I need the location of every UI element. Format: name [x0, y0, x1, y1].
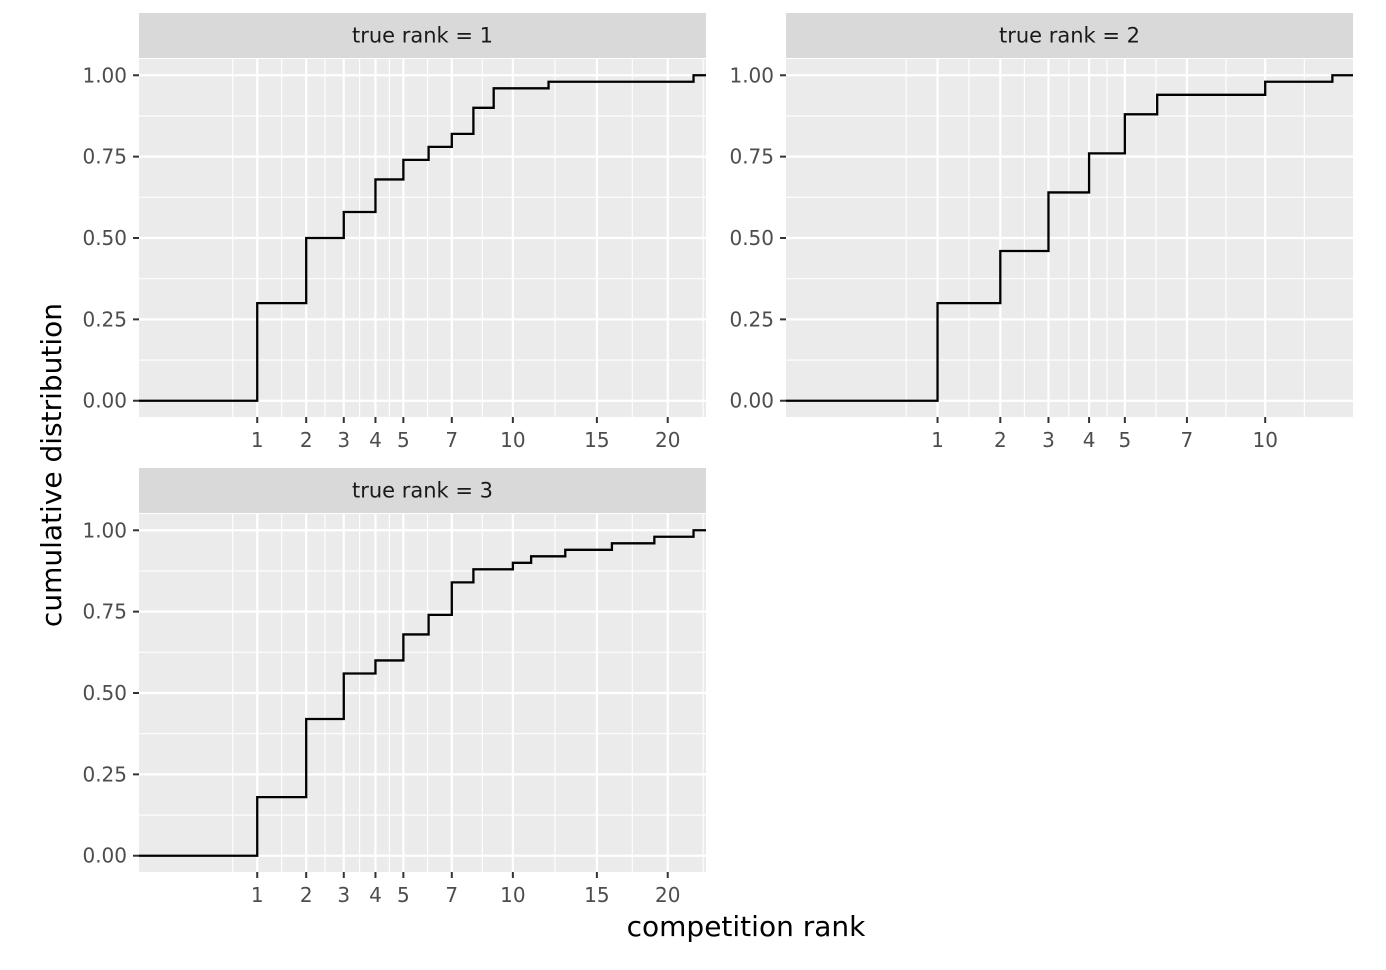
x-tick-label: 4	[369, 428, 382, 452]
facet-strip	[786, 13, 1353, 58]
y-tick-label: 0.50	[82, 226, 127, 250]
y-tick-label: 0.75	[82, 145, 127, 169]
y-tick-label: 1.00	[82, 63, 127, 87]
x-tick-label: 2	[300, 883, 313, 907]
x-tick-label: 7	[445, 428, 458, 452]
facet-strip-label: true rank = 1	[352, 24, 493, 48]
x-tick-label: 10	[500, 428, 525, 452]
y-tick-label: 1.00	[82, 518, 127, 542]
y-axis-title: cumulative distribution	[35, 303, 68, 627]
y-tick-label: 0.00	[82, 844, 127, 868]
x-tick-label: 2	[300, 428, 313, 452]
x-tick-label: 15	[584, 883, 609, 907]
x-tick-label: 10	[500, 883, 525, 907]
x-tick-label: 5	[397, 883, 410, 907]
y-tick-label: 1.00	[729, 63, 774, 87]
x-tick-label: 2	[994, 428, 1007, 452]
x-tick-label: 4	[369, 883, 382, 907]
facet-strip	[139, 13, 706, 58]
x-tick-label: 3	[337, 428, 350, 452]
x-tick-label: 10	[1252, 428, 1277, 452]
x-tick-label: 1	[251, 428, 264, 452]
ecdf-step-line	[786, 74, 1353, 402]
x-tick-label: 1	[251, 883, 264, 907]
facet-strip-label: true rank = 3	[352, 479, 493, 503]
y-tick-label: 0.75	[82, 600, 127, 624]
x-tick-label: 3	[337, 883, 350, 907]
y-tick-label: 0.50	[729, 226, 774, 250]
x-tick-label: 20	[655, 883, 680, 907]
x-tick-label: 4	[1083, 428, 1096, 452]
x-tick-label: 1	[931, 428, 944, 452]
y-tick-label: 0.25	[82, 762, 127, 786]
x-tick-label: 5	[397, 428, 410, 452]
facet-strip	[139, 468, 706, 513]
facet-panel-3: true rank = 3 0.00 0.25 0.50 0.75 1.00 1 2 3 4 5 7 1…	[82, 468, 706, 907]
facets-layer: true rank = 10.000.250.500.751.001 2 3 4 5 7 1…	[82, 13, 1353, 907]
y-tick-label: 0.25	[82, 307, 127, 331]
x-tick-label: 15	[584, 428, 609, 452]
x-tick-label: 20	[655, 428, 680, 452]
x-tick-label: 5	[1118, 428, 1131, 452]
facet-panel-2: true rank = 2 0.00 0.25 0.50 0.75 1.00 1 2 3 4 5 7 1…	[729, 13, 1353, 452]
y-tick-label: 0.00	[729, 389, 774, 413]
x-tick-label: 7	[445, 883, 458, 907]
x-tick-label: 3	[1042, 428, 1055, 452]
x-tick-label: 7	[1181, 428, 1194, 452]
y-tick-label: 0.25	[729, 307, 774, 331]
facet-strip-label: true rank = 2	[999, 24, 1140, 48]
ecdf-step-line	[139, 74, 706, 402]
y-tick-label: 0.50	[82, 681, 127, 705]
y-tick-label: 0.75	[729, 145, 774, 169]
x-axis-title: competition rank	[627, 910, 867, 943]
ecdf-step-line	[139, 529, 706, 857]
facet-panel-1: true rank = 1 0.00 0.25 0.50 0.75 1.00 1 2 3 4 5 7 1…	[82, 13, 706, 452]
y-tick-label: 0.00	[82, 389, 127, 413]
